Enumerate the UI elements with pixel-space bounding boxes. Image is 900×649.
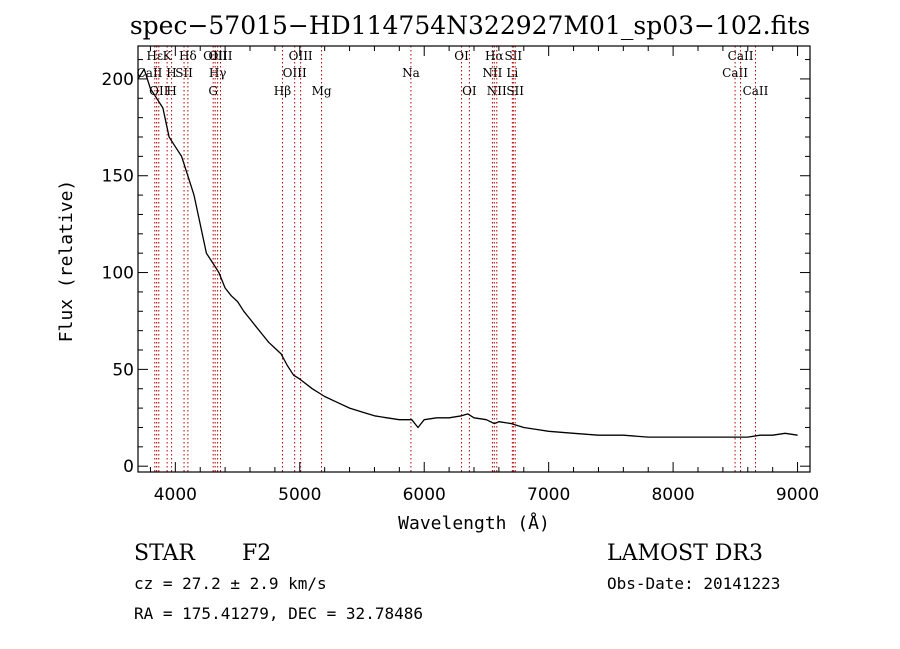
x-tick-label-3: 7000 (527, 485, 570, 505)
line-label-8: Hγ (209, 66, 227, 80)
line-label-20: NII (487, 84, 507, 98)
x-tick-label-5: 9000 (776, 485, 819, 505)
y-axis: 0 50 100 150 200 (102, 59, 810, 477)
line-label-15: Na (402, 66, 420, 80)
line-label-25: CaII (728, 49, 754, 63)
line-label-16: OI (454, 49, 469, 63)
line-label-4: H (166, 84, 176, 98)
line-label-12: OIII (283, 66, 307, 80)
y-tick-label-1: 50 (112, 360, 134, 380)
line-label-24: CaII (722, 66, 748, 80)
line-label-6: Hδ (179, 49, 197, 63)
coordinates: RA = 175.41279, DEC = 32.78486 (134, 604, 423, 623)
line-label-13: OIII (289, 49, 313, 63)
line-label-18: NII (482, 66, 502, 80)
line-label-26: CaII (743, 84, 769, 98)
chart-title: spec−57015−HD114754N322927M01_sp03−102.f… (130, 11, 810, 40)
line-label-7: OIII (203, 49, 227, 63)
observation-date: Obs-Date: 20141223 (607, 574, 780, 593)
y-axis-label: Flux (relative) (56, 180, 77, 343)
spectrum-line (137, 68, 798, 438)
redshift-cz: cz = 27.2 ± 2.9 km/s (134, 574, 327, 593)
x-axis-label: Wavelength (Å) (398, 512, 550, 534)
x-tick-label-1: 5000 (278, 485, 321, 505)
line-label-1: CaII H (137, 66, 177, 80)
survey-name: LAMOST DR3 (607, 541, 763, 566)
x-tick-label-0: 4000 (154, 485, 197, 505)
x-tick-label-2: 6000 (403, 485, 446, 505)
y-tick-label-2: 100 (102, 264, 134, 284)
object-subclass: F2 (242, 541, 271, 566)
y-tick-label-3: 150 (102, 167, 134, 187)
line-label-9: G (208, 84, 218, 98)
line-label-19: Hα (485, 49, 504, 63)
line-label-5: SII (175, 66, 193, 80)
line-label-0: Hε (146, 49, 163, 63)
line-label-21: Li (506, 66, 518, 80)
x-axis: 4000 5000 6000 7000 8000 9000 (149, 46, 819, 505)
plot-frame (137, 45, 811, 473)
line-label-23: SII (506, 84, 524, 98)
y-tick-label-4: 200 (102, 70, 134, 90)
line-label-11: Hβ (274, 84, 291, 98)
line-label-22: SII (504, 49, 522, 63)
line-label-14: Mg (312, 84, 332, 98)
line-label-3: K (163, 49, 173, 63)
y-tick-label-0: 0 (123, 457, 134, 477)
object-class: STAR (134, 541, 196, 566)
spectrum-curve-group (137, 68, 798, 438)
line-label-17: OI (462, 84, 477, 98)
x-tick-label-4: 8000 (651, 485, 694, 505)
line-label-10: OIII (208, 49, 232, 63)
